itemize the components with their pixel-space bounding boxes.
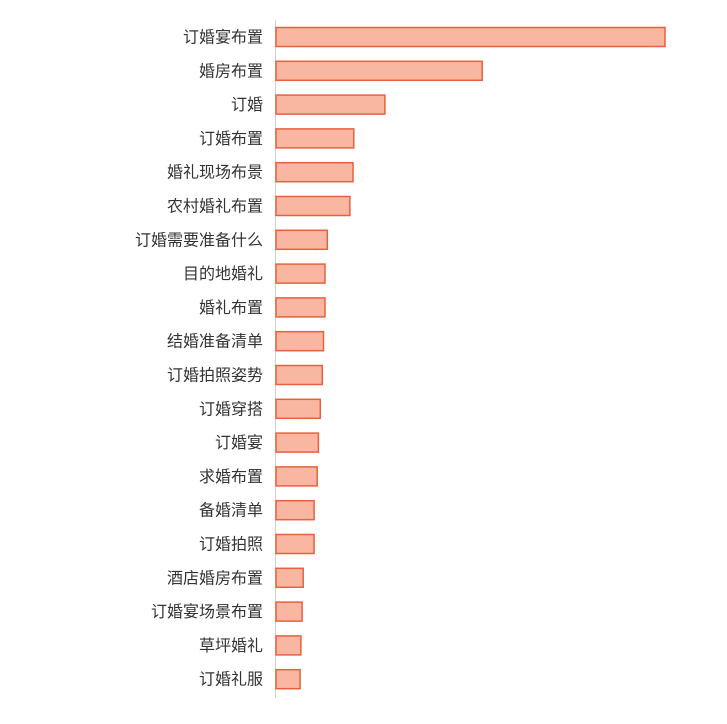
bar [275,94,386,115]
bar [275,364,324,386]
category-label: 订婚宴 [215,433,263,452]
category-label: 订婚穿搭 [199,399,263,418]
bar [275,229,329,251]
bar [275,668,301,690]
category-label: 草坪婚礼 [199,636,263,655]
category-label: 求婚布置 [199,467,263,486]
category-label: 订婚宴场景布置 [151,602,263,621]
bar [275,432,320,453]
bar [275,26,666,48]
bar [275,297,326,318]
bars-group [275,26,666,690]
bar [275,195,351,217]
category-label: 目的地婚礼 [183,264,263,283]
category-label: 订婚礼服 [199,670,263,689]
category-label: 订婚布置 [199,129,263,148]
category-labels: 订婚宴布置婚房布置订婚订婚布置婚礼现场布景农村婚礼布置订婚需要准备什么目的地婚礼… [135,28,263,689]
category-label: 订婚需要准备什么 [135,230,263,249]
bar [275,398,322,420]
category-label: 订婚拍照 [199,535,263,554]
bar [275,533,315,555]
category-label: 备婚清单 [199,501,263,520]
category-label: 订婚 [231,95,263,114]
bar [275,567,304,589]
category-label: 订婚宴布置 [183,28,263,47]
bar [275,263,326,284]
bar [275,601,303,622]
category-label: 结婚准备清单 [167,332,263,351]
bar [275,128,355,149]
bar [275,60,483,82]
bar [275,330,325,352]
bar [275,499,315,521]
category-label: 婚礼布置 [199,298,263,317]
category-label: 婚房布置 [199,61,263,80]
category-label: 酒店婚房布置 [167,568,263,587]
category-label: 婚礼现场布景 [167,163,263,182]
bar [275,161,354,183]
category-label: 订婚拍照姿势 [167,366,263,385]
bar [275,466,318,487]
bar [275,635,302,656]
category-label: 农村婚礼布置 [167,197,263,216]
